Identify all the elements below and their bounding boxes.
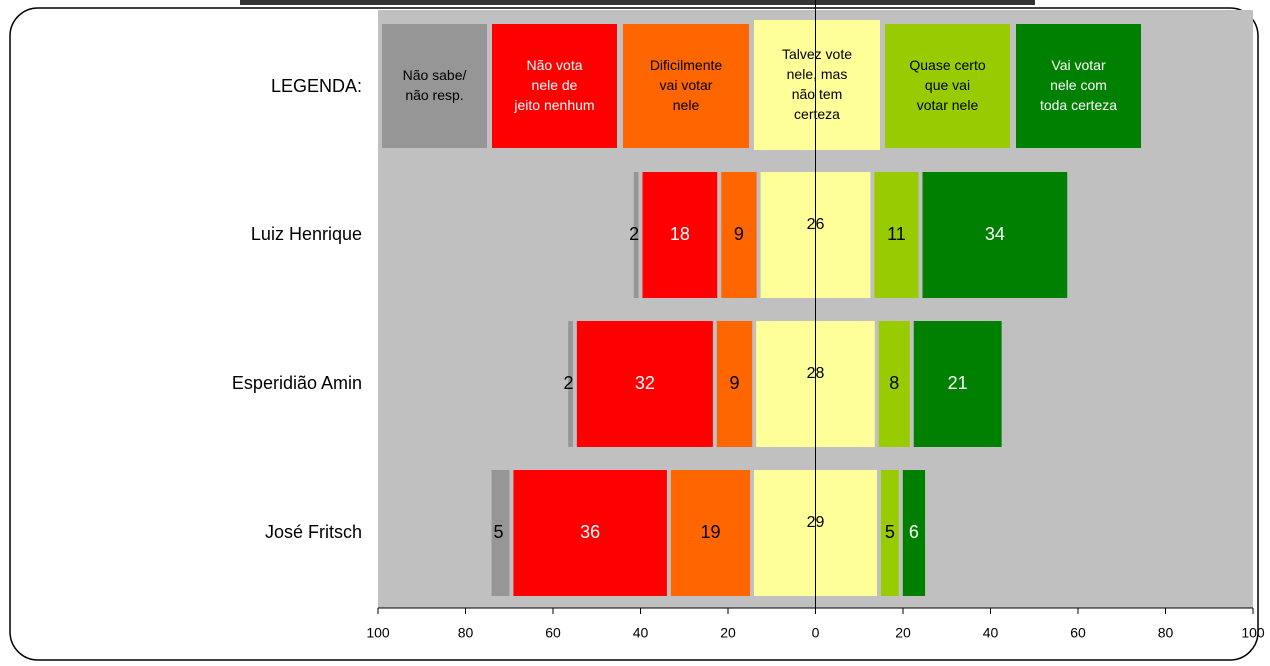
value-label: 36 bbox=[580, 522, 600, 542]
legend-label: Quase certo que vai votar nele bbox=[909, 57, 985, 113]
bar-segment bbox=[878, 321, 910, 447]
x-tick-label: 20 bbox=[720, 625, 736, 641]
legend-title: LEGENDA: bbox=[271, 76, 362, 96]
value-label: 8 bbox=[889, 373, 899, 393]
value-label: 34 bbox=[985, 224, 1005, 244]
x-tick-label: 40 bbox=[633, 625, 649, 641]
value-label: 2 bbox=[563, 373, 573, 393]
legend-swatch bbox=[754, 20, 880, 150]
bar-segment bbox=[568, 321, 573, 447]
legend-label: Vai votar nele com toda certeza bbox=[1040, 57, 1117, 113]
bar-segment bbox=[913, 321, 1002, 447]
bar-segment bbox=[902, 470, 926, 596]
bar-segment bbox=[874, 172, 919, 298]
value-label: 19 bbox=[700, 522, 720, 542]
category-label: José Fritsch bbox=[265, 522, 362, 542]
legend-swatch bbox=[623, 24, 749, 148]
bar-segment bbox=[716, 321, 753, 447]
x-tick-label: 80 bbox=[458, 625, 474, 641]
bar-segment bbox=[491, 470, 510, 596]
bar-segment bbox=[721, 172, 757, 298]
x-tick-label: 20 bbox=[895, 625, 911, 641]
legend-label: Não vota nele de jeito nenhum bbox=[513, 57, 594, 113]
value-label: 21 bbox=[948, 373, 968, 393]
legend-label: Dificilmente vai votar nele bbox=[650, 57, 723, 113]
value-label: 2 bbox=[629, 224, 639, 244]
bar-segment bbox=[922, 172, 1068, 298]
category-label: Esperidião Amin bbox=[232, 373, 362, 393]
bar-segment bbox=[880, 470, 899, 596]
bar-segment bbox=[670, 470, 751, 596]
value-label: 11 bbox=[887, 224, 906, 244]
value-label: 5 bbox=[493, 522, 503, 542]
value-label: 5 bbox=[885, 522, 895, 542]
x-tick-label: 80 bbox=[1158, 625, 1174, 641]
legend-label: Não sabe/não resp. bbox=[403, 67, 467, 103]
value-label: 9 bbox=[730, 373, 740, 393]
legend-swatch bbox=[492, 24, 617, 148]
top-strip bbox=[240, 0, 1035, 5]
x-tick-label: 40 bbox=[983, 625, 999, 641]
legend-swatch bbox=[1016, 24, 1141, 148]
legend-swatch bbox=[382, 24, 487, 148]
legend-swatch bbox=[885, 24, 1010, 148]
x-tick-label: 0 bbox=[812, 625, 820, 641]
value-label: 32 bbox=[635, 373, 655, 393]
bar-segment bbox=[513, 470, 667, 596]
bar-segment bbox=[642, 172, 718, 298]
bar-segment bbox=[633, 172, 639, 298]
value-label: 9 bbox=[734, 224, 744, 244]
category-label: Luiz Henrique bbox=[251, 224, 362, 244]
value-label: 6 bbox=[909, 522, 919, 542]
x-tick-label: 100 bbox=[366, 625, 390, 641]
x-tick-label: 100 bbox=[1241, 625, 1265, 641]
x-tick-label: 60 bbox=[1070, 625, 1086, 641]
value-label: 18 bbox=[670, 224, 690, 244]
x-tick-label: 60 bbox=[545, 625, 561, 641]
legend-label: Talvez vote nele, mas não tem certeza bbox=[782, 46, 852, 122]
bar-segment bbox=[576, 321, 713, 447]
